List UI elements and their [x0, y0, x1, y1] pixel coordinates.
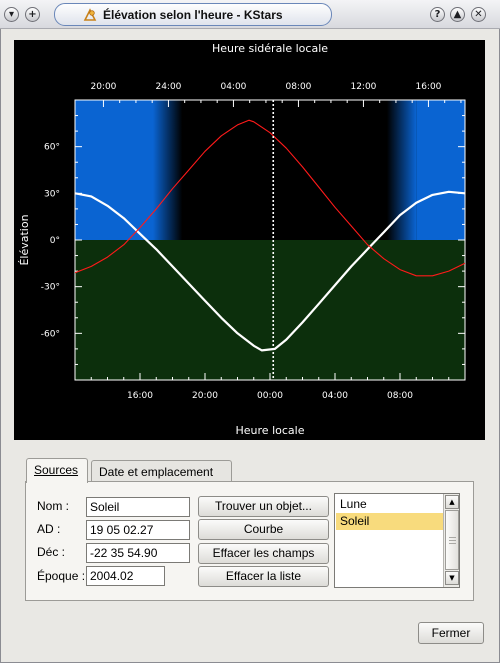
y-tick-label: -30°: [41, 283, 60, 293]
top-tick-label: 24:00: [155, 82, 181, 92]
bottom-tick-label: 08:00: [387, 391, 413, 401]
dec-value: -22 35 54.90: [90, 546, 158, 560]
find-object-button[interactable]: Trouver un objet...: [198, 496, 329, 517]
elevation-plot[interactable]: 16:00 20:00 00:00 04:00 08:00 20:00 24:00 04:00…: [14, 40, 485, 440]
close-button[interactable]: Fermer: [418, 622, 484, 644]
kstars-logo-icon: [83, 8, 97, 21]
sky-ground-background: [75, 100, 465, 380]
list-scrollbar[interactable]: ▲ ▼: [443, 494, 459, 587]
top-tick-label: 08:00: [285, 82, 311, 92]
name-field[interactable]: Soleil: [86, 497, 190, 517]
title-pill: Élévation selon l'heure - KStars: [54, 3, 332, 26]
ra-label: AD :: [37, 522, 61, 536]
close-window-icon[interactable]: ✕: [471, 7, 486, 22]
list-item-sun[interactable]: Soleil: [336, 513, 443, 530]
scroll-up-icon[interactable]: ▲: [445, 495, 459, 509]
shade-icon[interactable]: ▲: [450, 7, 465, 22]
title-bar: ▾ + Élévation selon l'heure - KStars ? ▲…: [0, 0, 500, 29]
day-sky-evening: [75, 100, 153, 240]
night-sky: [182, 100, 387, 240]
window-title: Élévation selon l'heure - KStars: [103, 8, 283, 22]
dusk-gradient: [153, 100, 183, 240]
tab-sources[interactable]: Sources: [26, 458, 88, 483]
ra-field[interactable]: 19 05 02.27: [86, 520, 190, 540]
ground: [75, 240, 465, 380]
epoch-value: 2004.02: [90, 569, 134, 583]
top-tick-label: 12:00: [350, 82, 376, 92]
scroll-thumb[interactable]: [445, 510, 459, 570]
tab-date-location-label: Date et emplacement: [99, 465, 214, 479]
epoch-label: Époque :: [37, 569, 86, 583]
epoch-field[interactable]: 2004.02: [86, 566, 165, 586]
y-axis-title: Élévation: [18, 214, 31, 265]
bottom-tick-label: 20:00: [192, 391, 218, 401]
ra-value: 19 05 02.27: [90, 523, 154, 537]
clear-list-button[interactable]: Effacer la liste: [198, 566, 329, 587]
curves: [75, 100, 465, 380]
bottom-tick-label: 04:00: [322, 391, 348, 401]
tab-date-location[interactable]: Date et emplacement: [91, 460, 232, 482]
dec-field[interactable]: -22 35 54.90: [86, 543, 190, 563]
scroll-down-icon[interactable]: ▼: [445, 571, 459, 585]
source-list[interactable]: Lune Soleil ▲ ▼: [334, 493, 460, 588]
help-icon[interactable]: ?: [430, 7, 445, 22]
y-tick-label: 30°: [44, 189, 60, 199]
list-item-moon[interactable]: Lune: [340, 497, 367, 511]
name-label: Nom :: [37, 499, 70, 513]
elevation-chart: 16:00 20:00 00:00 04:00 08:00 20:00 24:00 04:00…: [18, 42, 466, 437]
axis-labels: 16:00 20:00 00:00 04:00 08:00 20:00 24:00 04:00…: [41, 82, 442, 401]
dawn-gradient: [387, 100, 417, 240]
dec-label: Déc :: [37, 545, 66, 559]
day-sky-morning: [416, 100, 465, 240]
y-tick-label: -60°: [41, 329, 60, 339]
top-tick-label: 16:00: [415, 82, 441, 92]
curve-lune: [75, 119, 465, 277]
bottom-axis-title: Heure locale: [236, 424, 305, 437]
window-menu-icon[interactable]: ▾: [4, 7, 19, 22]
bottom-tick-label: 16:00: [127, 391, 153, 401]
bottom-tick-label: 00:00: [257, 391, 283, 401]
top-tick-label: 20:00: [90, 82, 116, 92]
sticky-plus-icon[interactable]: +: [25, 7, 40, 22]
top-tick-label: 04:00: [220, 82, 246, 92]
top-axis-title: Heure sidérale locale: [212, 42, 328, 55]
y-tick-label: 60°: [44, 143, 60, 153]
y-tick-label: 0°: [50, 236, 60, 246]
name-value: Soleil: [90, 500, 120, 514]
clear-fields-button[interactable]: Effacer les champs: [198, 543, 329, 564]
curve-soleil: [75, 190, 465, 352]
tab-sources-label: Sources: [34, 463, 79, 477]
plot-button[interactable]: Courbe: [198, 519, 329, 540]
